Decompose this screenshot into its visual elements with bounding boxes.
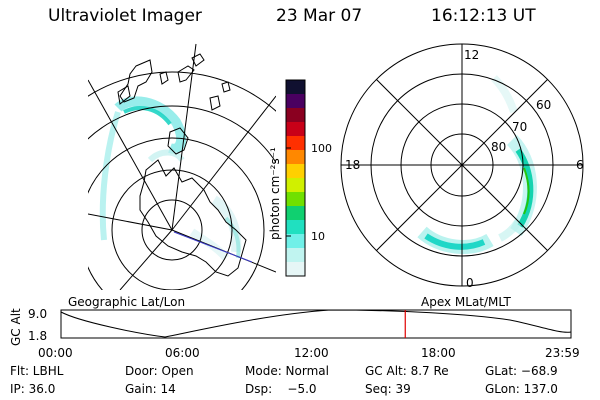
timeline-y-axis-label: GC Alt: [9, 308, 23, 346]
geo-latitude-circles: [88, 71, 276, 290]
colorbar-segment: [286, 80, 305, 95]
colorbar-segment: [286, 234, 305, 249]
colorbar-segment: [286, 248, 305, 263]
mlt-label-12: 12: [464, 48, 479, 62]
timeline-x-tick: 06:00: [165, 346, 200, 360]
colorbar-segment: [286, 220, 305, 235]
polar-aurora: [417, 75, 537, 254]
geo-longitude-lines: [88, 43, 276, 290]
colorbar: 100 10 photon cm⁻²s⁻¹: [268, 79, 332, 277]
colorbar-segment: [286, 150, 305, 165]
mlt-label-6: 6: [576, 158, 584, 172]
colorbar-tick-10: 10: [311, 230, 325, 243]
info-filter: Flt: LBHL: [10, 364, 64, 378]
date-label: 23 Mar 07: [276, 6, 363, 26]
polar-panel-label: Apex MLat/MLT: [421, 295, 511, 309]
geo-panel-label: Geographic Lat/Lon: [68, 295, 185, 309]
timeline-y-tick-bottom: 1.8: [28, 329, 47, 343]
timeline-x-tick: 12:00: [294, 346, 329, 360]
colorbar-segment: [286, 206, 305, 221]
timeline-x-ticks: 00:00 06:00 12:00 18:00 23:59: [38, 346, 580, 360]
polar-panel: 12 18 6 0 60 70 80: [340, 43, 584, 290]
colorbar-segment: [286, 164, 305, 179]
mlat-label-80: 80: [491, 140, 506, 154]
info-seq: Seq: 39: [365, 382, 411, 396]
timeline-x-tick: 18:00: [421, 346, 456, 360]
colorbar-segment: [286, 262, 305, 277]
altitude-curve: [60, 309, 572, 338]
timeline-x-tick: 00:00: [38, 346, 73, 360]
colorbar-gradient: [286, 80, 305, 277]
geo-terminator-line: [173, 231, 253, 263]
info-gain: Gain: 14: [125, 382, 176, 396]
colorbar-segment: [286, 192, 305, 207]
info-dsp: Dsp: −5.0: [245, 382, 317, 396]
geo-aurora: [99, 96, 242, 261]
info-gc-alt: GC Alt: 8.7 Re: [365, 364, 449, 378]
colorbar-segment: [286, 122, 305, 137]
geographic-panel: [88, 43, 276, 290]
info-ip: IP: 36.0: [10, 382, 56, 396]
polar-grid: [340, 43, 584, 287]
timeline-y-tick-top: 9.0: [28, 307, 47, 321]
geo-coastlines: [117, 53, 247, 277]
timeline-x-tick: 23:59: [545, 346, 580, 360]
colorbar-segment: [286, 178, 305, 193]
mlt-label-0: 0: [466, 276, 474, 290]
colorbar-segment: [286, 136, 305, 151]
mlat-label-70: 70: [512, 120, 527, 134]
colorbar-segment: [286, 94, 305, 109]
info-door: Door: Open: [125, 364, 194, 378]
mlat-label-60: 60: [536, 98, 551, 112]
timeline-frame: [60, 309, 572, 339]
colorbar-tick-100: 100: [311, 142, 332, 155]
info-glat: GLat: −68.9: [485, 364, 558, 378]
altitude-timeline: GC Alt 9.0 1.8 00:00 06:00 12:00 18:00 2…: [9, 307, 580, 360]
info-glon: GLon: 137.0: [485, 382, 558, 396]
colorbar-unit-label: photon cm⁻²s⁻¹: [268, 147, 282, 240]
info-mode: Mode: Normal: [245, 364, 329, 378]
polar-diag-2: [376, 79, 548, 251]
mlt-label-18: 18: [345, 158, 360, 172]
time-label: 16:12:13 UT: [431, 6, 536, 26]
instrument-title: Ultraviolet Imager: [48, 6, 202, 26]
colorbar-segment: [286, 108, 305, 123]
